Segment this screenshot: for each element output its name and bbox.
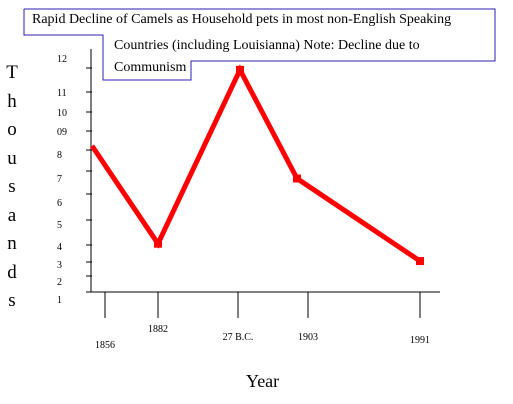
y-axis-label-letter: a [7,204,17,226]
y-tick-label: 8 [57,150,62,161]
y-axis-label-letter: o [7,119,17,140]
x-axis-ticks: 1856 1882 27 B.C. 1903 1991 [95,292,430,351]
y-tick-label: 2 [57,277,62,288]
x-tick-label: 27 B.C. [223,332,254,343]
y-tick-label: 6 [57,198,62,209]
y-axis-label-letter: h [7,90,17,112]
y-axis-label-letter: s [8,290,16,311]
y-tick-label: 11 [57,88,67,99]
data-point-marker [236,65,244,74]
y-axis-label-letter: n [7,233,17,254]
y-tick-label: 3 [57,260,62,271]
y-tick-label: 09 [57,127,67,138]
y-axis-label-letter: d [7,261,17,283]
y-tick-label: 4 [57,242,62,253]
y-tick-label: 12 [57,54,67,65]
y-tick-label: 1 [57,295,62,306]
y-tick-label: 7 [57,174,62,185]
x-tick-label: 1882 [148,324,168,335]
data-point-marker [416,257,424,266]
y-tick-label: 5 [57,220,62,231]
y-tick-label: 10 [57,108,67,119]
x-tick-label: 1856 [95,340,115,351]
title-box-border [23,8,496,81]
data-series [89,64,424,266]
x-tick-label: 1903 [298,332,318,343]
chart-title-line-3: Communism [114,60,187,75]
chart-title-line-1: Rapid Decline of Camels as Household pet… [32,12,452,27]
chart-title-line-2: Countries (including Louisianna) Note: D… [114,38,420,53]
x-tick-label: 1991 [410,335,430,346]
data-point-marker [293,174,301,183]
y-axis-label-letter: s [8,176,16,197]
y-axis-label-letter: T [6,62,18,83]
x-axis-label: Year [246,371,280,391]
y-axis-label-letter: u [7,147,17,169]
data-point-marker [154,239,162,248]
